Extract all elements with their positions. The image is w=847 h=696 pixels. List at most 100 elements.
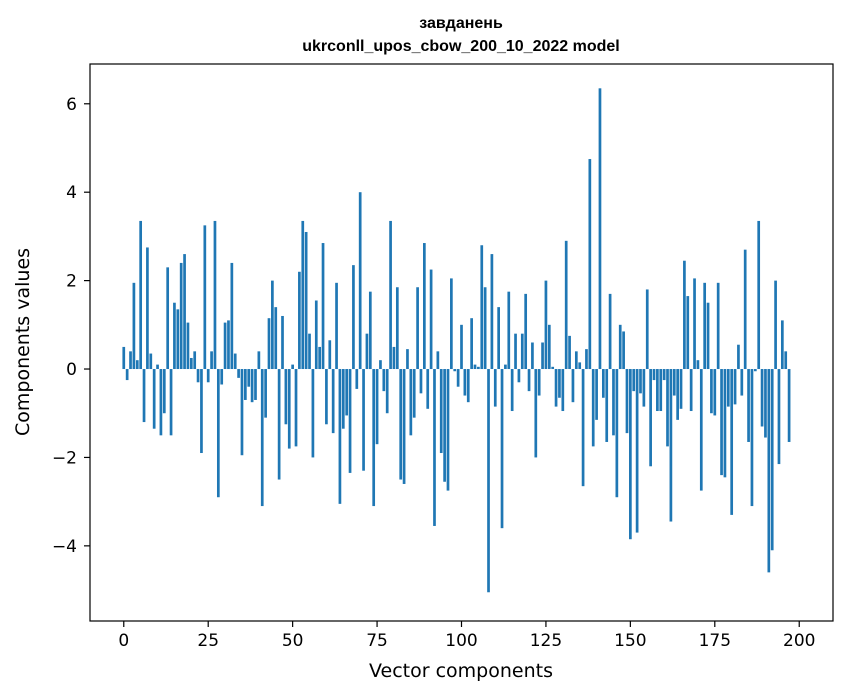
- bar: [368, 291, 372, 370]
- bar: [710, 369, 713, 414]
- bar: [429, 269, 433, 370]
- bar: [301, 220, 305, 370]
- bar: [764, 369, 767, 438]
- bar: [352, 265, 355, 370]
- bar: [274, 307, 278, 370]
- bar: [281, 315, 284, 370]
- bar: [139, 220, 143, 370]
- bar: [206, 369, 210, 383]
- bar: [669, 369, 673, 522]
- bar: [659, 369, 663, 412]
- bar: [223, 322, 227, 370]
- bar: [453, 369, 457, 372]
- y-tick-label: −2: [52, 448, 77, 468]
- x-tick-label: 125: [530, 631, 562, 651]
- bar: [173, 302, 176, 370]
- bar: [693, 278, 696, 370]
- bar: [257, 351, 261, 370]
- bar: [284, 369, 288, 425]
- bar: [767, 369, 771, 573]
- bar: [375, 369, 379, 445]
- bar: [362, 369, 365, 471]
- bar: [335, 282, 338, 370]
- bar: [652, 369, 656, 381]
- bar: [463, 369, 467, 396]
- bar: [203, 225, 207, 370]
- bar: [422, 243, 426, 370]
- x-tick-label: 50: [282, 631, 304, 651]
- bar: [517, 369, 521, 383]
- bar: [605, 369, 609, 442]
- bar: [304, 231, 308, 370]
- bar: [760, 369, 764, 427]
- bar: [554, 369, 558, 407]
- bar: [507, 291, 511, 370]
- bar: [504, 364, 507, 370]
- bar: [210, 351, 213, 370]
- bar: [618, 324, 622, 370]
- bar: [784, 351, 788, 370]
- bar: [642, 369, 646, 407]
- bar: [358, 192, 362, 370]
- bar: [260, 369, 264, 507]
- bar: [672, 369, 676, 396]
- bar: [645, 289, 649, 370]
- bar: [355, 369, 359, 389]
- bar: [341, 369, 345, 429]
- x-tick-label: 150: [614, 631, 646, 651]
- bar: [318, 346, 322, 370]
- bar: [510, 369, 514, 412]
- bar: [649, 369, 652, 467]
- bar: [699, 369, 703, 491]
- bar: [527, 369, 531, 392]
- bar: [547, 324, 551, 370]
- bar: [460, 324, 463, 370]
- bar: [470, 318, 473, 370]
- bar: [348, 369, 352, 473]
- bar: [152, 369, 156, 429]
- y-tick-label: −4: [52, 537, 77, 557]
- bar: [382, 369, 386, 392]
- x-axis-ticks: 0 25 50 75 100 125 150 175 200: [118, 621, 815, 651]
- bar: [399, 369, 403, 480]
- bar: [125, 369, 129, 381]
- bar: [135, 360, 139, 370]
- bar: [287, 369, 291, 449]
- bar: [159, 369, 163, 436]
- bar: [598, 88, 602, 370]
- bar: [176, 309, 180, 370]
- bar: [291, 364, 294, 370]
- bar: [220, 369, 224, 385]
- bar: [321, 243, 325, 370]
- bar: [706, 302, 710, 370]
- bar: [473, 364, 477, 370]
- bar: [581, 369, 585, 487]
- bar: [402, 369, 406, 484]
- bar: [612, 369, 615, 436]
- bar: [601, 369, 605, 398]
- bar: [456, 369, 460, 387]
- bar: [632, 369, 636, 392]
- bar: [419, 369, 423, 394]
- bar: [132, 282, 136, 370]
- bar: [146, 247, 149, 370]
- bar: [578, 362, 582, 370]
- chart-subtitle: ukrconll_upos_cbow_200_10_2022 model: [302, 38, 619, 55]
- bar: [497, 307, 501, 370]
- bar: [656, 369, 659, 412]
- bar: [156, 364, 159, 370]
- bar: [770, 369, 774, 551]
- bar: [162, 369, 166, 414]
- bar: [514, 333, 517, 370]
- bar: [720, 369, 723, 476]
- bar: [625, 369, 629, 434]
- bar: [777, 369, 781, 465]
- bar: [490, 254, 494, 370]
- bar: [443, 369, 446, 482]
- bar: [483, 287, 487, 370]
- bar: [264, 369, 267, 418]
- bar: [169, 369, 173, 436]
- bar: [713, 369, 717, 416]
- bar: [662, 369, 666, 381]
- bar: [477, 366, 480, 370]
